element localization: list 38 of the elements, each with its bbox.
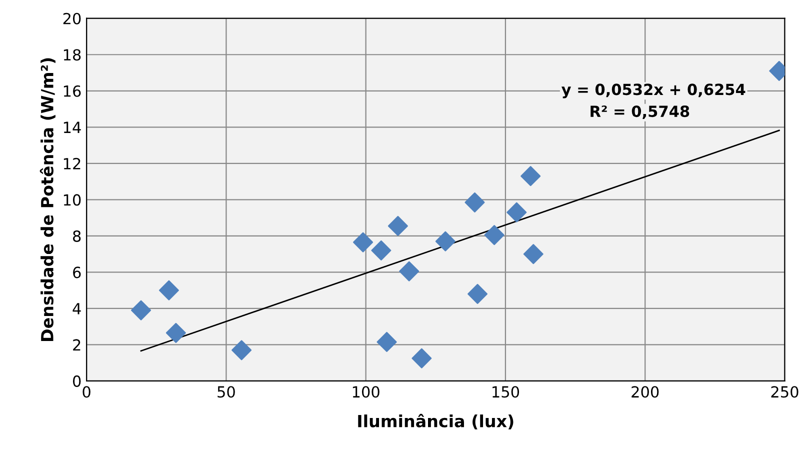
point [232,340,252,360]
x-tick-label: 250 [771,386,798,398]
y-tick-label: 10 [64,194,81,206]
annotation: y = 0,0532x + 0,6254 [562,84,746,98]
y-tick-label: 14 [64,122,81,133]
x-tick-label: 200 [632,386,659,398]
y-tick-label: 0 [72,375,81,387]
point [523,244,544,264]
y-tick-label: 8 [73,230,81,242]
y-axis-title: Densidade de Potência (W/m²) [40,58,56,341]
y-tick-label: 20 [63,12,81,24]
point [371,240,392,260]
point [506,202,527,222]
point [399,261,420,282]
point [388,216,408,236]
x-tick-label: 100 [352,386,380,398]
y-tick-label: 6 [73,266,81,278]
y-tick-label: 16 [64,85,81,97]
x-axis-title: Iluminância (lux) [358,414,514,430]
point [435,231,456,252]
point [158,280,179,300]
point [468,284,488,304]
point [166,322,186,343]
x-tick-label: 0 [82,386,90,398]
x-tick-label: 150 [492,386,520,398]
point [484,225,504,246]
y-tick-label: 12 [64,158,80,170]
y-tick-label: 18 [64,49,81,61]
point [131,300,152,320]
point [412,348,432,368]
y-tick-label: 2 [73,339,80,351]
x-tick-label: 50 [218,386,235,398]
point [376,332,397,352]
annotation: R² = 0,5748 [590,106,690,120]
point [353,232,374,252]
point [520,166,541,186]
point [464,192,485,212]
y-tick-label: 4 [72,303,81,314]
